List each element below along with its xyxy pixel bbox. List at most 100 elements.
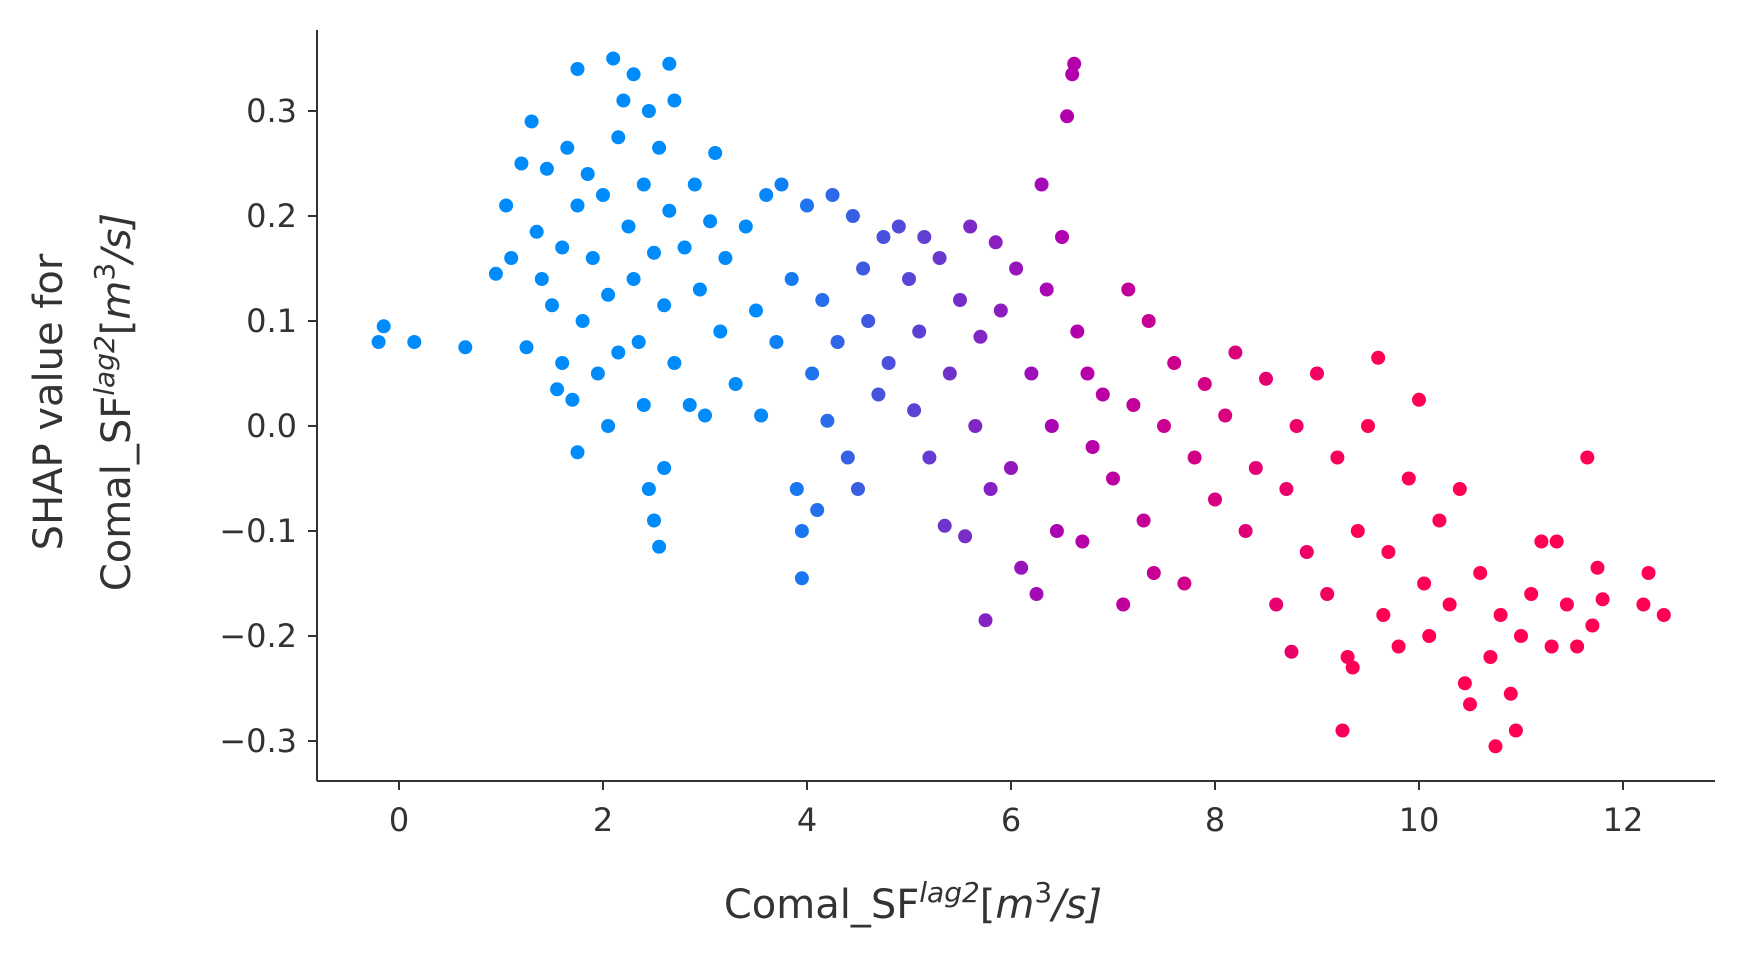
data-point: [1508, 723, 1523, 738]
data-point: [1559, 597, 1574, 612]
data-point: [1580, 450, 1595, 465]
data-point: [1590, 560, 1605, 575]
data-point: [1009, 261, 1024, 276]
data-point: [902, 272, 916, 286]
data-point: [662, 56, 677, 71]
data-point: [993, 303, 1008, 318]
data-point: [524, 114, 539, 129]
data-point: [713, 324, 728, 339]
data-point: [1208, 492, 1222, 507]
y-ticks: 0.3 0.2 0.1 0.0 −0.1 −0.2 −0.3: [219, 92, 317, 760]
data-point: [1004, 461, 1018, 475]
x-axis-label: Comal_SFlag2[m3/s]: [724, 876, 1102, 928]
data-point: [932, 251, 947, 265]
data-point: [1391, 639, 1406, 654]
data-point: [407, 335, 422, 349]
data-point: [1070, 324, 1085, 339]
data-point: [1029, 587, 1044, 601]
data-point: [820, 413, 835, 428]
data-point: [1381, 545, 1396, 559]
data-point: [1473, 566, 1488, 580]
data-point: [631, 335, 646, 349]
data-point: [565, 392, 580, 407]
x-tick-label: 4: [797, 801, 817, 839]
data-point: [611, 345, 626, 360]
data-point: [570, 445, 585, 460]
data-point: [1136, 513, 1151, 528]
data-point: [789, 482, 804, 496]
data-point: [1503, 686, 1518, 701]
data-point: [1299, 545, 1314, 559]
data-point: [1067, 56, 1082, 71]
data-point: [953, 293, 967, 307]
data-point: [1452, 482, 1467, 496]
data-point: [708, 146, 723, 160]
data-point: [534, 272, 549, 286]
data-point: [488, 266, 503, 281]
data-point: [626, 272, 641, 286]
data-point: [504, 251, 519, 265]
data-point: [657, 298, 672, 313]
data-point: [1330, 450, 1345, 465]
data-point: [1422, 629, 1437, 643]
data-point: [738, 219, 753, 234]
data-point: [1248, 461, 1263, 475]
data-point: [1340, 650, 1355, 664]
data-point: [1095, 387, 1110, 402]
data-point: [703, 214, 718, 229]
data-point: [1039, 282, 1054, 297]
data-point: [983, 482, 998, 496]
x-tick-label: 6: [1001, 801, 1021, 839]
x-tick-label: 12: [1603, 801, 1644, 839]
data-point: [749, 303, 763, 318]
data-point: [662, 203, 677, 218]
data-point: [611, 130, 626, 145]
data-point: [647, 513, 661, 528]
data-point: [580, 167, 595, 181]
data-point: [794, 524, 809, 538]
data-point: [1106, 471, 1120, 486]
data-point: [1417, 576, 1432, 591]
data-point: [371, 335, 386, 349]
data-point: [1259, 371, 1273, 386]
data-point: [912, 324, 927, 339]
data-point: [1463, 697, 1477, 712]
data-point: [458, 340, 473, 355]
data-point: [810, 503, 825, 517]
data-point: [1320, 587, 1335, 601]
data-point: [1457, 676, 1472, 691]
data-point: [1157, 419, 1171, 433]
data-point: [851, 482, 865, 496]
data-point: [550, 382, 565, 397]
data-point: [570, 62, 585, 76]
data-point: [988, 235, 1003, 250]
data-point: [601, 419, 616, 433]
y-tick-label: −0.1: [219, 512, 297, 550]
data-point: [555, 356, 570, 370]
data-point: [616, 93, 631, 108]
data-point: [1187, 450, 1202, 465]
data-point: [1085, 440, 1100, 454]
data-point: [1167, 356, 1182, 370]
data-point: [1177, 576, 1192, 591]
data-point: [830, 335, 845, 349]
data-point: [1228, 345, 1243, 360]
y-axis-label-line2: Comal_SFlag2[m3/s]: [88, 213, 140, 591]
data-point: [1595, 592, 1610, 607]
data-point: [596, 188, 610, 202]
data-point: [1310, 366, 1324, 381]
data-point: [856, 261, 871, 276]
data-point: [1034, 177, 1049, 192]
data-point: [1279, 482, 1294, 496]
data-point: [1289, 419, 1304, 433]
data-point: [917, 230, 932, 244]
data-point: [871, 387, 886, 402]
data-point: [636, 398, 651, 412]
data-point: [652, 539, 667, 554]
data-point: [1116, 597, 1131, 612]
data-point: [570, 198, 585, 213]
data-point: [1442, 597, 1457, 612]
data-point: [891, 219, 906, 234]
data-point: [907, 403, 922, 418]
